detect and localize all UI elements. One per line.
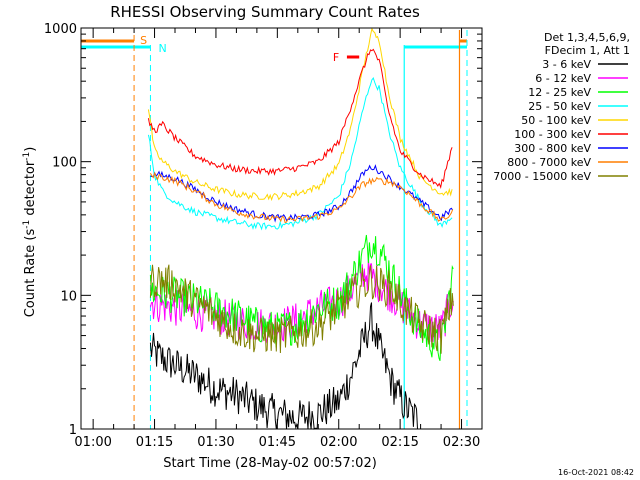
legend-label: 300 - 800 keV	[514, 142, 591, 155]
x-tick-label: 01:45	[259, 435, 296, 450]
legend-label: 50 - 100 keV	[521, 114, 591, 127]
plot-area: SN F 1 10 100 1000 01:00 01:15 01:30 01:45 02:00 02…	[44, 22, 483, 450]
x-tick-label: 02:00	[320, 435, 357, 450]
x-tick-label: 01:15	[136, 435, 173, 450]
footer-timestamp: 16-Oct-2021 08:42	[558, 468, 634, 477]
y-axis-label-part-3: )	[23, 147, 38, 152]
x-tick-label: 01:00	[74, 435, 111, 450]
chart-title: RHESSI Observing Summary Count Rates	[110, 3, 420, 21]
y-tick-label: 1	[69, 423, 77, 438]
series-line-1	[149, 302, 421, 430]
y-axis-label-sup-1: -1	[22, 220, 32, 229]
x-axis-label: Start Time (28-May-02 00:57:02)	[163, 456, 377, 471]
y-axis-label: Count Rate (s-1 detector-1)	[22, 147, 38, 318]
y-tick-label: 10	[60, 289, 77, 304]
legend-label: 25 - 50 keV	[528, 100, 591, 113]
legend-label: 3 - 6 keV	[542, 58, 591, 71]
y-tick-label: 100	[52, 156, 77, 171]
legend-label: 7000 - 15000 keV	[493, 170, 591, 183]
x-tick-label: 02:30	[443, 435, 480, 450]
legend-label: 100 - 300 keV	[514, 128, 591, 141]
plot-frame	[80, 27, 483, 430]
series-line-5	[147, 27, 453, 202]
y-axis-label-part-2: detector	[23, 160, 38, 220]
series-line-8	[149, 171, 454, 224]
x-tick-label: 01:30	[197, 435, 234, 450]
flare-flag-label: F	[333, 51, 339, 64]
legend: Det 1,3,4,5,6,9, FDecim 1, Att 1 3 - 6 k…	[493, 31, 630, 183]
x-tick-label: 02:15	[381, 435, 418, 450]
legend-label: 12 - 25 keV	[528, 86, 591, 99]
series-line-6	[147, 48, 453, 189]
legend-label: 6 - 12 keV	[535, 72, 591, 85]
series-line-4	[147, 76, 453, 231]
legend-header-line-1: Det 1,3,4,5,6,9,	[544, 31, 630, 44]
y-axis-label-part-1: Count Rate (s	[23, 229, 38, 318]
y-tick-label: 1000	[44, 22, 77, 37]
series-line-9	[149, 264, 454, 354]
y-axis-label-sup-2: -1	[22, 152, 32, 161]
saa-flag-label: S	[140, 34, 147, 47]
series-line-2	[149, 257, 454, 344]
night-flag-label: N	[158, 42, 166, 55]
legend-header-line-2: FDecim 1, Att 1	[545, 44, 630, 57]
legend-label: 800 - 7000 keV	[507, 156, 591, 169]
